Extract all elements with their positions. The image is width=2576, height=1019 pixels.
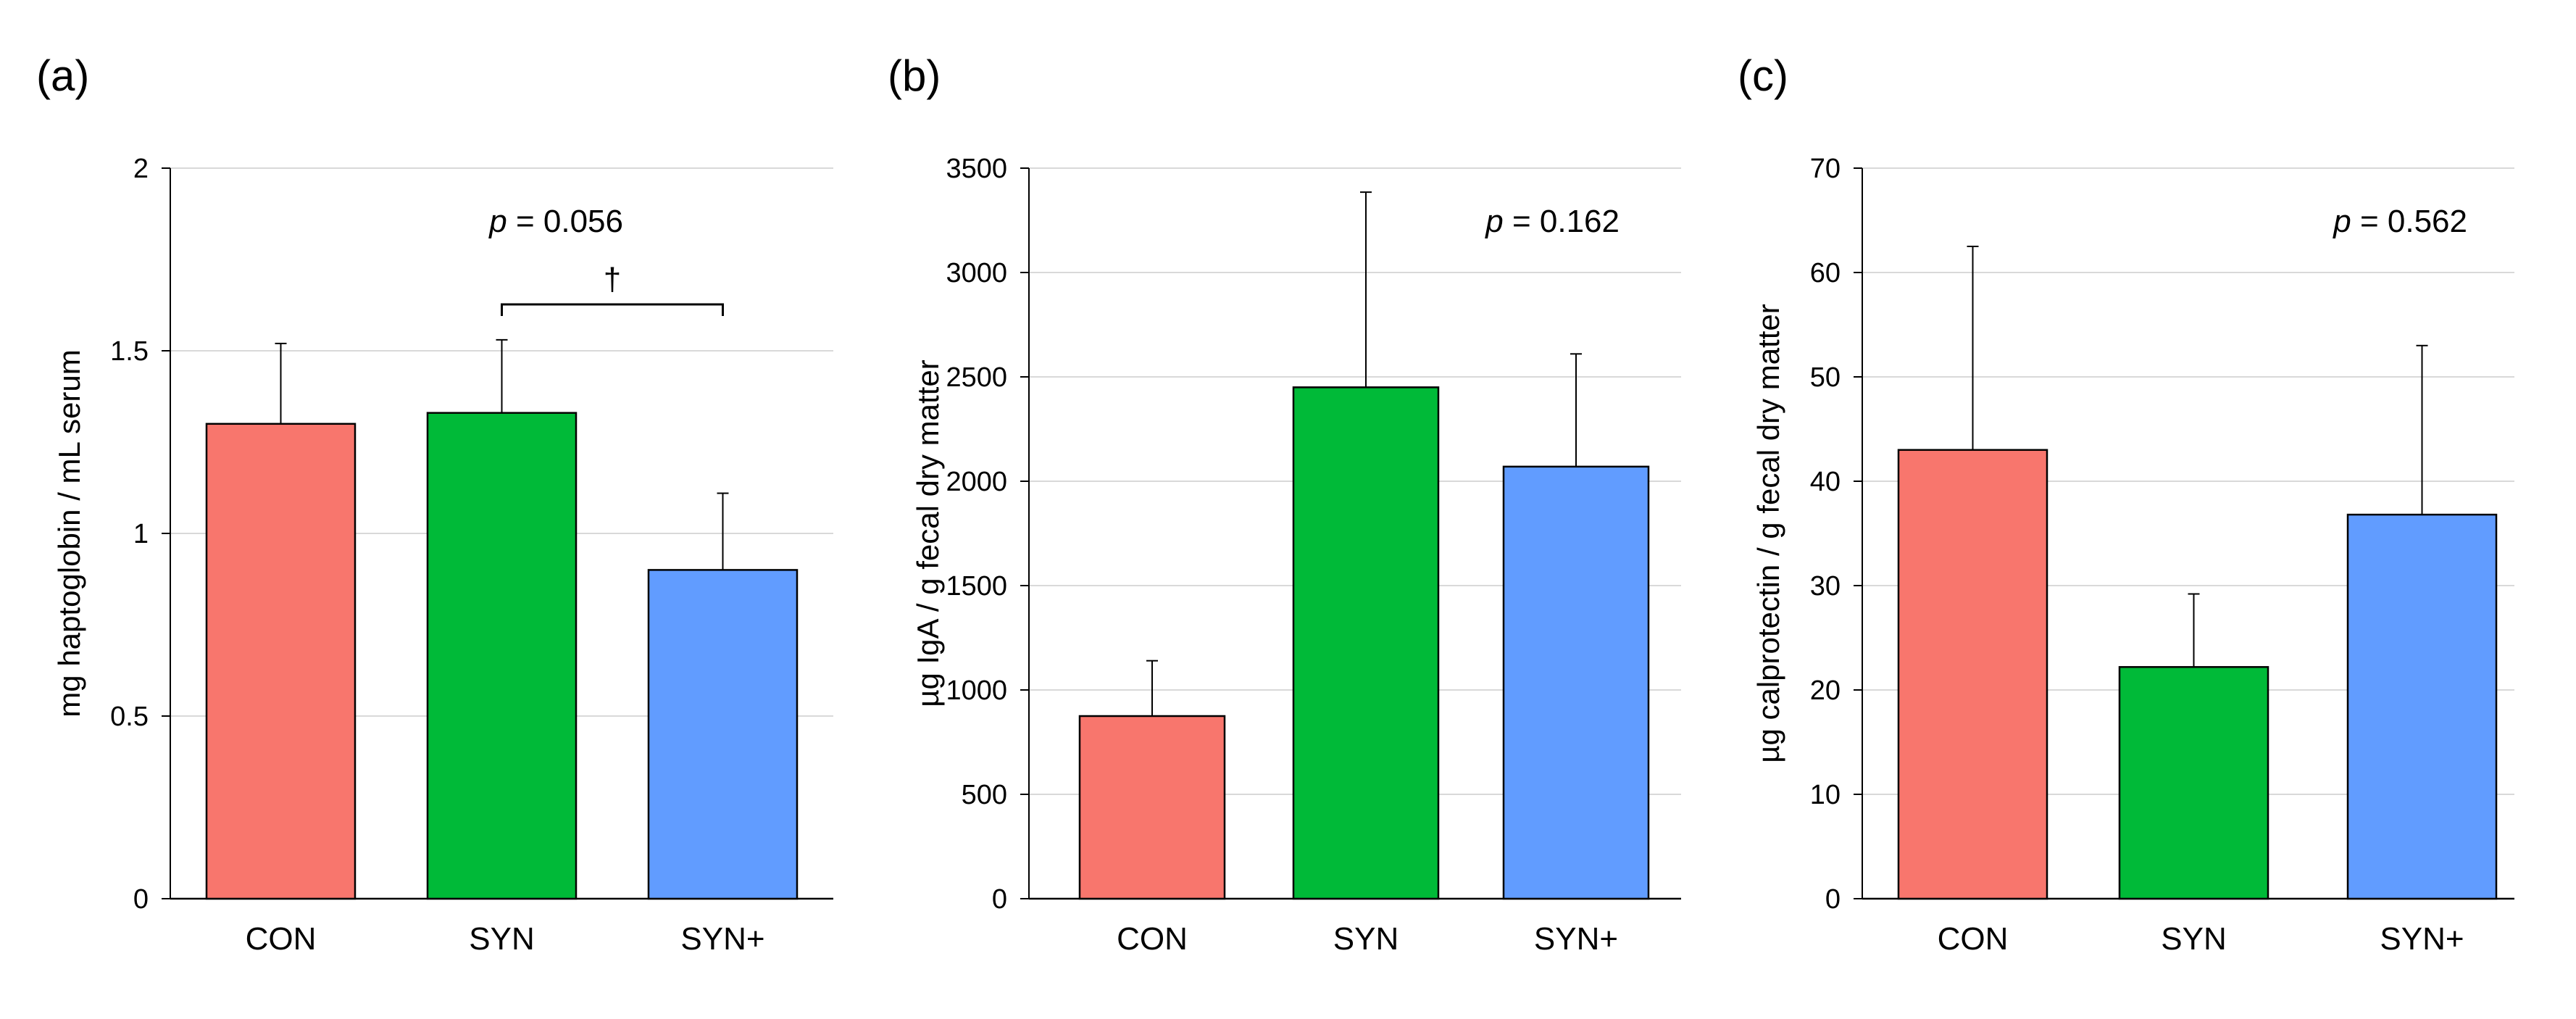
- x-tick-label: SYN: [1333, 921, 1399, 957]
- bar-syn: [2118, 666, 2269, 900]
- y-tick-label: 2: [133, 154, 149, 184]
- chart-panel-0: (a) 0 0.5 1 1.5 2 mg haptoglobin / mL serum CON…: [36, 51, 833, 957]
- x-tick-label: SYN+: [2380, 921, 2464, 957]
- y-tick-label: 60: [1810, 258, 1841, 288]
- p-value-symbol: p: [2332, 204, 2351, 239]
- p-value-annotation: p = 0.162: [1484, 204, 1620, 239]
- p-value-text: = 0.056: [507, 204, 623, 239]
- x-tick-label: SYN+: [1534, 921, 1618, 957]
- bar-con: [1897, 449, 2048, 900]
- bar-syn-plus: [1502, 465, 1650, 900]
- y-tick-label: 500: [962, 780, 1007, 810]
- y-tick-label: 1500: [946, 571, 1007, 602]
- y-tick-label: 3500: [946, 154, 1007, 184]
- bar-syn-plus: [647, 569, 799, 900]
- y-tick-label: 2500: [946, 362, 1007, 393]
- x-tick-label: SYN: [2161, 921, 2226, 957]
- p-value-annotation: p = 0.562: [2332, 204, 2467, 239]
- y-tick-label: 0: [133, 884, 149, 915]
- p-value-symbol: p: [1484, 204, 1503, 239]
- y-tick-label: 70: [1810, 154, 1841, 184]
- p-value-text: = 0.562: [2351, 204, 2467, 239]
- panel-label: (a): [36, 51, 89, 100]
- y-tick-label: 1000: [946, 675, 1007, 706]
- y-tick-label: 0: [1825, 884, 1841, 915]
- chart-panel-2: (c) 0 10 20 30 40 50 60 70 µg calprotectin / g fe…: [1738, 51, 2514, 957]
- dagger-symbol: †: [604, 262, 621, 297]
- bar-syn: [426, 412, 578, 900]
- y-tick-label: 1.5: [110, 336, 149, 367]
- p-value-annotation: p = 0.056: [488, 204, 623, 239]
- panel-label: (c): [1738, 51, 1788, 100]
- y-axis-label: µg IgA / g fecal dry matter: [911, 359, 945, 707]
- bar-syn: [1292, 386, 1440, 900]
- chart-panel-1: (b) 0 500 1000 1500 2000 2500 3000 3500 µg IgA / …: [888, 51, 1681, 957]
- y-axis-label: mg haptoglobin / mL serum: [52, 349, 86, 717]
- y-tick-label: 20: [1810, 675, 1841, 706]
- y-tick-label: 2000: [946, 467, 1007, 497]
- bar-con: [205, 423, 357, 900]
- y-axis-label: µg calprotectin / g fecal dry matter: [1751, 304, 1785, 762]
- y-tick-label: 30: [1810, 571, 1841, 602]
- significance-bracket: [501, 303, 724, 316]
- x-tick-label: CON: [1938, 921, 2009, 957]
- y-tick-label: 50: [1810, 362, 1841, 393]
- y-tick-label: 1: [133, 519, 149, 549]
- y-tick-label: 40: [1810, 467, 1841, 497]
- x-tick-label: SYN: [469, 921, 534, 957]
- p-value-text: = 0.162: [1504, 204, 1620, 239]
- x-tick-label: SYN+: [680, 921, 764, 957]
- y-tick-label: 10: [1810, 780, 1841, 810]
- bar-con: [1078, 715, 1226, 900]
- y-tick-label: 3000: [946, 258, 1007, 288]
- x-tick-label: CON: [246, 921, 317, 957]
- y-tick-label: 0: [992, 884, 1007, 915]
- panel-label: (b): [888, 51, 941, 100]
- p-value-symbol: p: [488, 204, 507, 239]
- x-tick-label: CON: [1117, 921, 1188, 957]
- bar-syn-plus: [2346, 513, 2498, 900]
- y-tick-label: 0.5: [110, 702, 149, 732]
